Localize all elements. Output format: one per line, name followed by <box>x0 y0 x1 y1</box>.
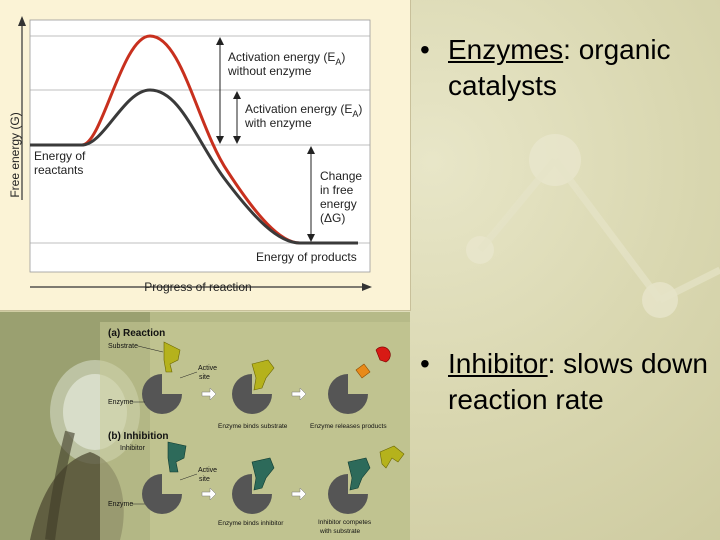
enzyme-3 <box>328 374 368 414</box>
enzyme-1 <box>142 374 182 414</box>
label-enzyme-2: Enzyme <box>108 501 133 508</box>
bullet-text: Enzymes: organic catalysts <box>448 32 718 104</box>
definition-inhibitor: : slows down reaction rate <box>448 348 708 415</box>
reaction-title: (a) Reaction <box>108 328 165 339</box>
label-energy-of-reactants: Energy of reactants <box>34 149 89 177</box>
x-axis-label: Progress of reaction <box>144 280 251 294</box>
label-binds-substrate: Enzyme binds substrate <box>218 423 288 430</box>
energy-diagram: Free energy (G) Progress of reaction Act… <box>0 0 411 311</box>
bullet-list: • Enzymes: organic catalysts • Inhibitor… <box>420 0 720 540</box>
enzyme-4 <box>142 474 182 514</box>
label-active-site-1: Active site <box>198 365 219 381</box>
label-ea-without-enzyme: Activation energy (EA) without enzyme <box>227 50 349 78</box>
plot-area <box>29 19 371 273</box>
bullet-marker: • <box>420 34 430 65</box>
curve-without-enzyme <box>30 34 358 245</box>
label-binds-inhibitor: Enzyme binds inhibitor <box>218 520 284 527</box>
enzyme-2 <box>232 374 272 414</box>
enzyme-inhibition-diagram: (a) Reaction Substrate Active site Enzym… <box>0 312 410 540</box>
label-active-site-2: Active site <box>198 467 219 483</box>
inhibition-title: (b) Inhibition <box>108 431 169 442</box>
label-change-in-free-energy: Change in free energy (ΔG) <box>320 169 365 225</box>
label-releases-products: Enzyme releases products <box>310 423 387 430</box>
inhibitor-shape <box>167 441 187 473</box>
curve-with-enzyme <box>30 88 358 245</box>
bullet-text: Inhibitor: slows down reaction rate <box>448 346 718 418</box>
y-axis-label: Free energy (G) <box>8 112 22 197</box>
term-enzymes: Enzymes <box>448 34 564 65</box>
enzyme-5 <box>232 474 272 514</box>
bullet-marker: • <box>420 348 430 379</box>
label-enzyme-1: Enzyme <box>108 399 133 406</box>
label-inhibitor: Inhibitor <box>120 445 146 452</box>
substrate-shape <box>163 341 181 373</box>
label-ea-with-enzyme: Activation energy (EA) with enzyme <box>244 102 366 130</box>
label-energy-of-products: Energy of products <box>256 250 357 264</box>
label-inhibitor-competes: Inhibitor competes with substrate <box>318 519 373 535</box>
label-substrate: Substrate <box>108 343 138 350</box>
definition-enzymes: : organic catalysts <box>448 34 671 101</box>
term-inhibitor: Inhibitor <box>448 348 548 379</box>
enzyme-6 <box>328 474 368 514</box>
